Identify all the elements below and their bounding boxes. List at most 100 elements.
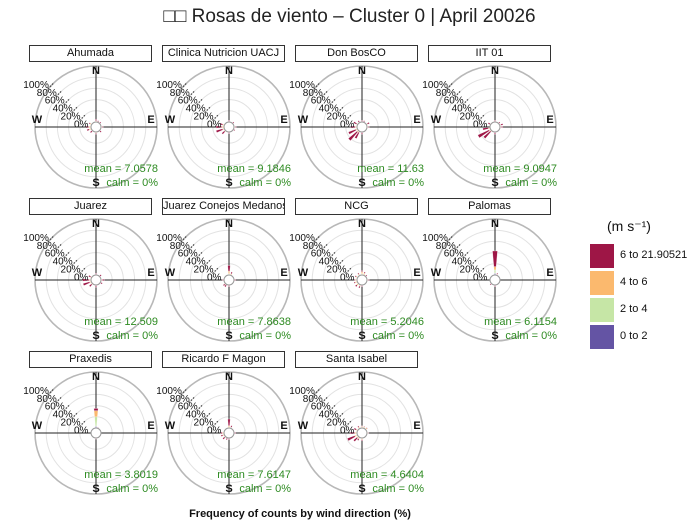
tick-guide — [212, 114, 219, 121]
wind-petal — [95, 273, 97, 275]
wind-petal — [94, 416, 98, 427]
compass-n: N — [491, 65, 499, 77]
radial-tick-label: 100% — [289, 80, 315, 91]
wind-petal — [221, 130, 226, 135]
wind-petal — [222, 436, 226, 440]
tick-guide — [180, 388, 188, 396]
wind-petal — [366, 121, 370, 125]
compass-n: N — [358, 371, 366, 383]
wind-petal — [227, 265, 231, 272]
wind-petal — [348, 131, 358, 141]
wind-petal — [225, 437, 228, 441]
tick-guide — [63, 98, 71, 106]
compass-e: E — [413, 267, 420, 279]
wind-petal — [489, 283, 492, 286]
compass-n: N — [491, 218, 499, 230]
wind-petal — [234, 432, 236, 434]
panel-strip: Ahumada — [29, 45, 152, 62]
wind-petal — [215, 128, 224, 133]
tick-guide — [55, 90, 63, 98]
radial-tick-label: 60% — [45, 96, 65, 107]
tick-guide — [79, 267, 86, 274]
wind-petal — [82, 281, 91, 286]
compass-w: W — [32, 420, 43, 432]
wind-petal — [228, 120, 230, 122]
legend-label: 0 to 2 — [620, 330, 648, 342]
radial-tick-label: 80% — [170, 241, 190, 252]
tick-guide — [446, 235, 454, 243]
compass-e: E — [280, 267, 287, 279]
compass-w: W — [32, 267, 43, 279]
panel-strip: Juarez Conejos Medanos — [162, 198, 285, 215]
radial-tick-label: 60% — [178, 96, 198, 107]
wind-petal — [367, 126, 370, 128]
calm-label: calm = 0% — [372, 177, 424, 189]
wind-petal — [228, 425, 230, 428]
tick-guide — [47, 388, 55, 396]
tick-guide — [196, 98, 204, 106]
calm-label: calm = 0% — [106, 483, 158, 495]
tick-guide — [188, 243, 196, 251]
compass-e: E — [280, 420, 287, 432]
compass-s: S — [225, 330, 232, 342]
wind-petal — [97, 120, 100, 123]
legend-label: 2 to 4 — [620, 303, 648, 315]
radial-tick-label: 40% — [186, 410, 206, 421]
wind-petal — [363, 120, 366, 123]
calm-circle — [489, 121, 501, 133]
radial-tick-label: 40% — [319, 104, 339, 115]
compass-w: W — [32, 114, 43, 126]
wind-petal — [89, 279, 91, 281]
radial-tick-label: 20% — [460, 112, 480, 123]
radial-tick-label: 40% — [319, 410, 339, 421]
wind-petal — [357, 120, 360, 123]
compass-s: S — [92, 177, 99, 189]
radial-tick-label: 100% — [289, 386, 315, 397]
wind-petal — [361, 438, 363, 440]
tick-guide — [345, 420, 352, 427]
wind-petal — [356, 438, 360, 441]
tick-guide — [313, 82, 321, 90]
tick-guide — [462, 251, 470, 259]
wind-petal — [85, 125, 89, 129]
panel-strip: Don BosCO — [295, 45, 418, 62]
radial-tick-label: 0% — [473, 119, 488, 130]
wind-petal — [492, 250, 498, 267]
radial-tick-label: 60% — [178, 402, 198, 413]
wind-petal — [353, 437, 358, 442]
compass-w: W — [165, 420, 176, 432]
compass-s: S — [225, 177, 232, 189]
panel-strip: Clinica Nutricion UACJ — [162, 45, 285, 62]
calm-label: calm = 0% — [106, 177, 158, 189]
wind-petal — [361, 426, 363, 428]
radial-tick-label: 100% — [289, 233, 315, 244]
wind-petal — [353, 427, 357, 431]
mean-label: mean = 12.509 — [84, 316, 158, 328]
wind-petal — [101, 126, 104, 128]
calm-label: calm = 0% — [239, 330, 291, 342]
radial-tick-label: 60% — [444, 249, 464, 260]
wind-petal — [222, 432, 224, 434]
wind-petal — [361, 425, 363, 427]
wind-petal — [363, 271, 366, 274]
radial-tick-label: 60% — [45, 249, 65, 260]
radial-tick-label: 100% — [23, 80, 49, 91]
compass-e: E — [546, 267, 553, 279]
radial-tick-label: 60% — [311, 96, 331, 107]
radial-tick-label: 40% — [53, 410, 73, 421]
wind-petal — [89, 130, 93, 134]
legend-item: 4 to 6 — [590, 271, 699, 297]
compass-n: N — [92, 218, 100, 230]
mean-label: mean = 3.8019 — [84, 469, 158, 481]
compass-n: N — [358, 218, 366, 230]
calm-circle — [223, 427, 235, 439]
compass-e: E — [546, 114, 553, 126]
compass-s: S — [491, 330, 498, 342]
panel-strip: Palomas — [428, 198, 551, 215]
tick-guide — [212, 420, 219, 427]
